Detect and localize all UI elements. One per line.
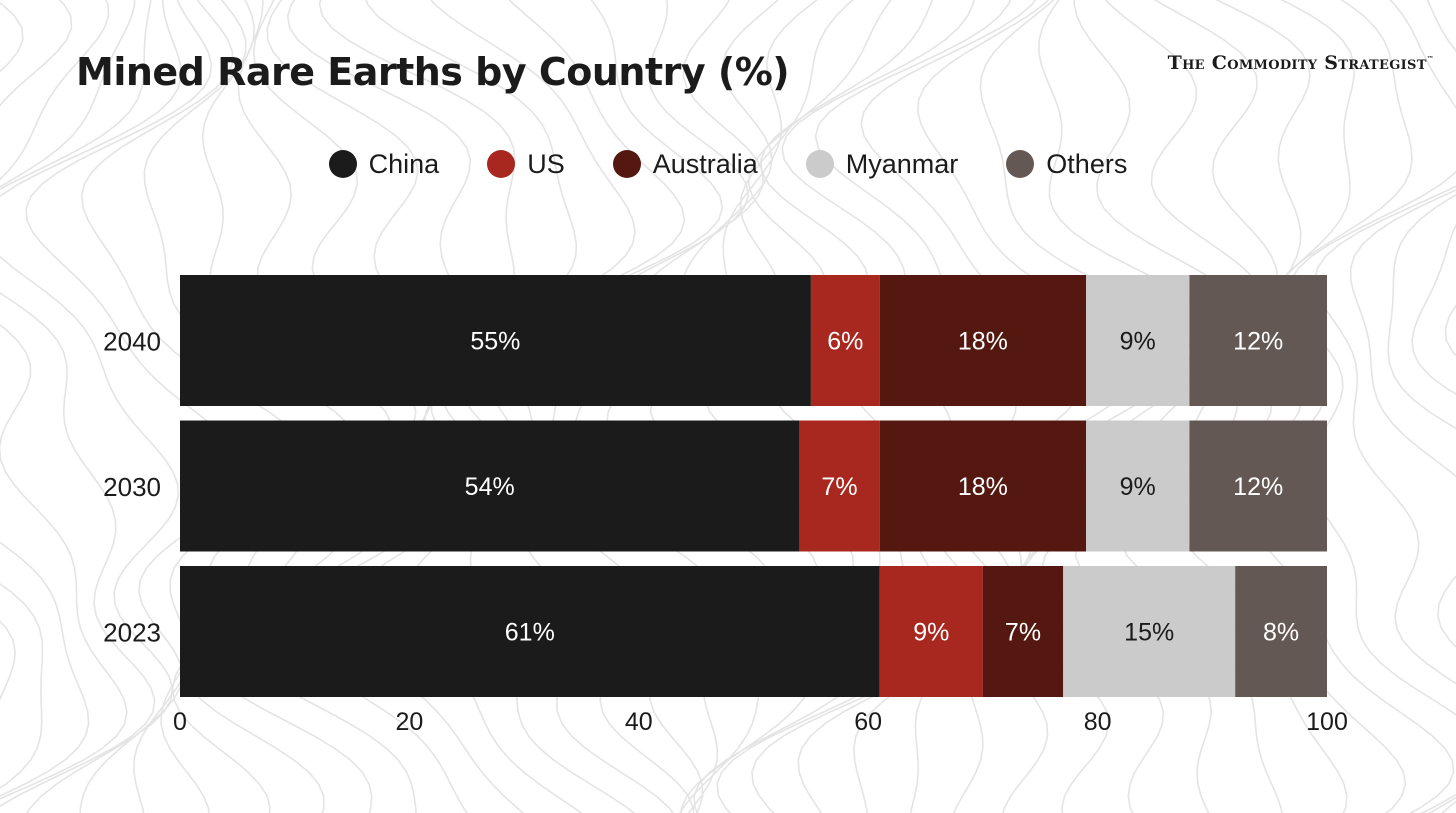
bar-segment-myanmar-2023: [1063, 566, 1236, 697]
data-label: 18%: [958, 473, 1008, 501]
data-label: 12%: [1233, 473, 1283, 501]
contour-line: [0, 0, 156, 808]
data-label: 7%: [1005, 619, 1041, 647]
legend-item-others: Others: [1006, 149, 1127, 180]
contour-line: [0, 0, 136, 800]
legend-label: Others: [1046, 148, 1128, 179]
x-tick-label: 80: [1084, 708, 1112, 736]
x-tick-label: 40: [625, 708, 653, 736]
chart-legend: China US Australia Myanmar Others: [0, 140, 1456, 188]
data-label: 55%: [470, 328, 520, 356]
legend-swatch: [328, 150, 357, 178]
brand-logo: The Commodity Strategist™: [1168, 52, 1434, 74]
legend-item-australia: Australia: [612, 148, 758, 180]
legend-item-myanmar: Myanmar: [805, 148, 959, 180]
bar-segment-us-2030: [799, 420, 880, 552]
contour-line: [0, 2, 24, 701]
category-label: 2030: [103, 472, 161, 502]
data-label: 9%: [1120, 473, 1156, 501]
legend-label: Myanmar: [845, 148, 959, 179]
bar-segment-australia-2023: [982, 566, 1064, 697]
legend-label: Australia: [652, 148, 758, 179]
bar-segment-others-2040: [1189, 275, 1327, 406]
contour-line: [1349, 189, 1456, 813]
legend-swatch: [805, 150, 834, 178]
bar-segment-china-2030: [180, 420, 800, 552]
legend-item-us: US: [487, 149, 565, 180]
legend-swatch: [612, 150, 641, 178]
bar-segment-australia-2040: [879, 275, 1087, 406]
chart-title: Mined Rare Earths by Country (%): [76, 50, 790, 94]
bar-segment-myanmar-2040: [1086, 275, 1190, 406]
x-tick-label: 60: [854, 708, 882, 736]
bar-segment-others-2030: [1189, 420, 1327, 552]
contour-line: [0, 0, 73, 789]
legend-item-china: China: [328, 148, 440, 180]
bar-segment-australia-2030: [879, 420, 1087, 552]
brand-name: The Commodity Strategist: [1167, 52, 1427, 74]
x-tick-label: 0: [173, 708, 187, 736]
data-label: 18%: [958, 328, 1008, 356]
bar-segment-us-2040: [810, 275, 880, 406]
contour-line: [1313, 0, 1456, 813]
category-label: 2040: [103, 327, 161, 357]
category-label: 2023: [103, 618, 161, 648]
data-label: 7%: [821, 473, 857, 501]
data-label: 6%: [827, 328, 863, 356]
x-tick-label: 100: [1306, 708, 1348, 736]
data-label: 15%: [1124, 619, 1174, 647]
x-tick-label: 20: [395, 708, 423, 736]
bar-segment-us-2023: [879, 566, 983, 697]
data-label: 9%: [1120, 328, 1156, 356]
trademark-mark: ™: [1426, 54, 1434, 63]
legend-swatch: [487, 150, 516, 178]
contour-line: [0, 0, 110, 797]
contour-line: [1387, 193, 1456, 430]
data-label: 54%: [465, 473, 515, 501]
data-label: 8%: [1263, 619, 1299, 647]
bar-segment-others-2023: [1235, 566, 1327, 697]
bar-segment-myanmar-2030: [1086, 420, 1190, 552]
legend-label: China: [368, 148, 440, 179]
contour-line: [1288, 0, 1456, 813]
bar-segment-china-2040: [180, 275, 811, 406]
data-label: 12%: [1233, 328, 1283, 356]
data-label: 9%: [913, 619, 949, 647]
legend-swatch: [1006, 150, 1035, 178]
bar-segment-china-2023: [180, 566, 880, 697]
data-label: 61%: [505, 619, 555, 647]
legend-label: US: [527, 148, 565, 179]
